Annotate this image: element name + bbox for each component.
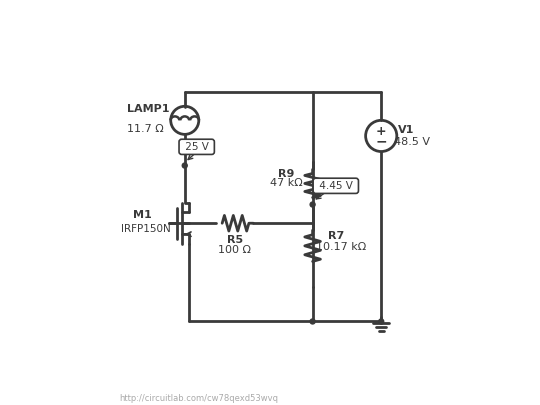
Text: +: + xyxy=(376,125,387,138)
Text: 47 kΩ: 47 kΩ xyxy=(270,179,302,188)
Text: 100 Ω: 100 Ω xyxy=(218,245,251,255)
Text: richardvk / test 2: richardvk / test 2 xyxy=(119,377,202,387)
Text: CIRCUIT: CIRCUIT xyxy=(11,378,52,388)
Text: −: − xyxy=(375,134,387,149)
Text: —ω—►—LAB: —ω—►—LAB xyxy=(11,395,48,404)
Circle shape xyxy=(379,319,384,324)
Text: 48.5 V: 48.5 V xyxy=(394,137,430,147)
Circle shape xyxy=(310,202,315,207)
Text: LAMP1: LAMP1 xyxy=(127,104,170,114)
Text: http://circuitlab.com/cw78qexd53wvq: http://circuitlab.com/cw78qexd53wvq xyxy=(119,394,278,403)
Text: 11.7 Ω: 11.7 Ω xyxy=(127,124,164,134)
Circle shape xyxy=(310,319,315,324)
Text: V1: V1 xyxy=(399,125,415,135)
Text: R5: R5 xyxy=(227,235,242,245)
Circle shape xyxy=(183,163,187,168)
Text: R7: R7 xyxy=(328,232,344,241)
Text: 10.17 kΩ: 10.17 kΩ xyxy=(315,243,366,252)
Text: R9: R9 xyxy=(278,169,294,179)
Text: 4.45 V: 4.45 V xyxy=(316,181,356,191)
Text: IRFP150N: IRFP150N xyxy=(121,224,171,234)
Text: 25 V: 25 V xyxy=(181,142,212,152)
Text: M1: M1 xyxy=(133,211,152,220)
